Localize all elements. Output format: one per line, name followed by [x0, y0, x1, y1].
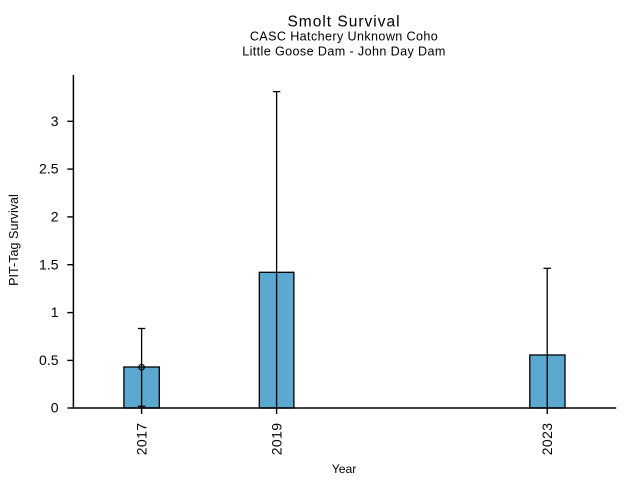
svg-text:Smolt Survival: Smolt Survival [287, 14, 400, 31]
svg-text:Year: Year [332, 462, 357, 476]
svg-text:2017: 2017 [133, 423, 149, 456]
svg-text:CASC Hatchery Unknown Coho: CASC Hatchery Unknown Coho [250, 30, 438, 44]
svg-text:0: 0 [51, 400, 59, 416]
svg-text:Little Goose Dam - John Day Da: Little Goose Dam - John Day Dam [242, 45, 446, 59]
svg-text:1.5: 1.5 [39, 256, 59, 272]
svg-text:2: 2 [51, 209, 59, 225]
svg-text:PIT-Tag Survival: PIT-Tag Survival [7, 194, 21, 286]
svg-text:1: 1 [51, 304, 59, 320]
svg-text:0.5: 0.5 [39, 352, 59, 368]
svg-text:2023: 2023 [539, 423, 555, 456]
svg-text:2019: 2019 [268, 423, 284, 456]
svg-text:2.5: 2.5 [39, 161, 59, 177]
svg-text:3: 3 [51, 113, 59, 129]
